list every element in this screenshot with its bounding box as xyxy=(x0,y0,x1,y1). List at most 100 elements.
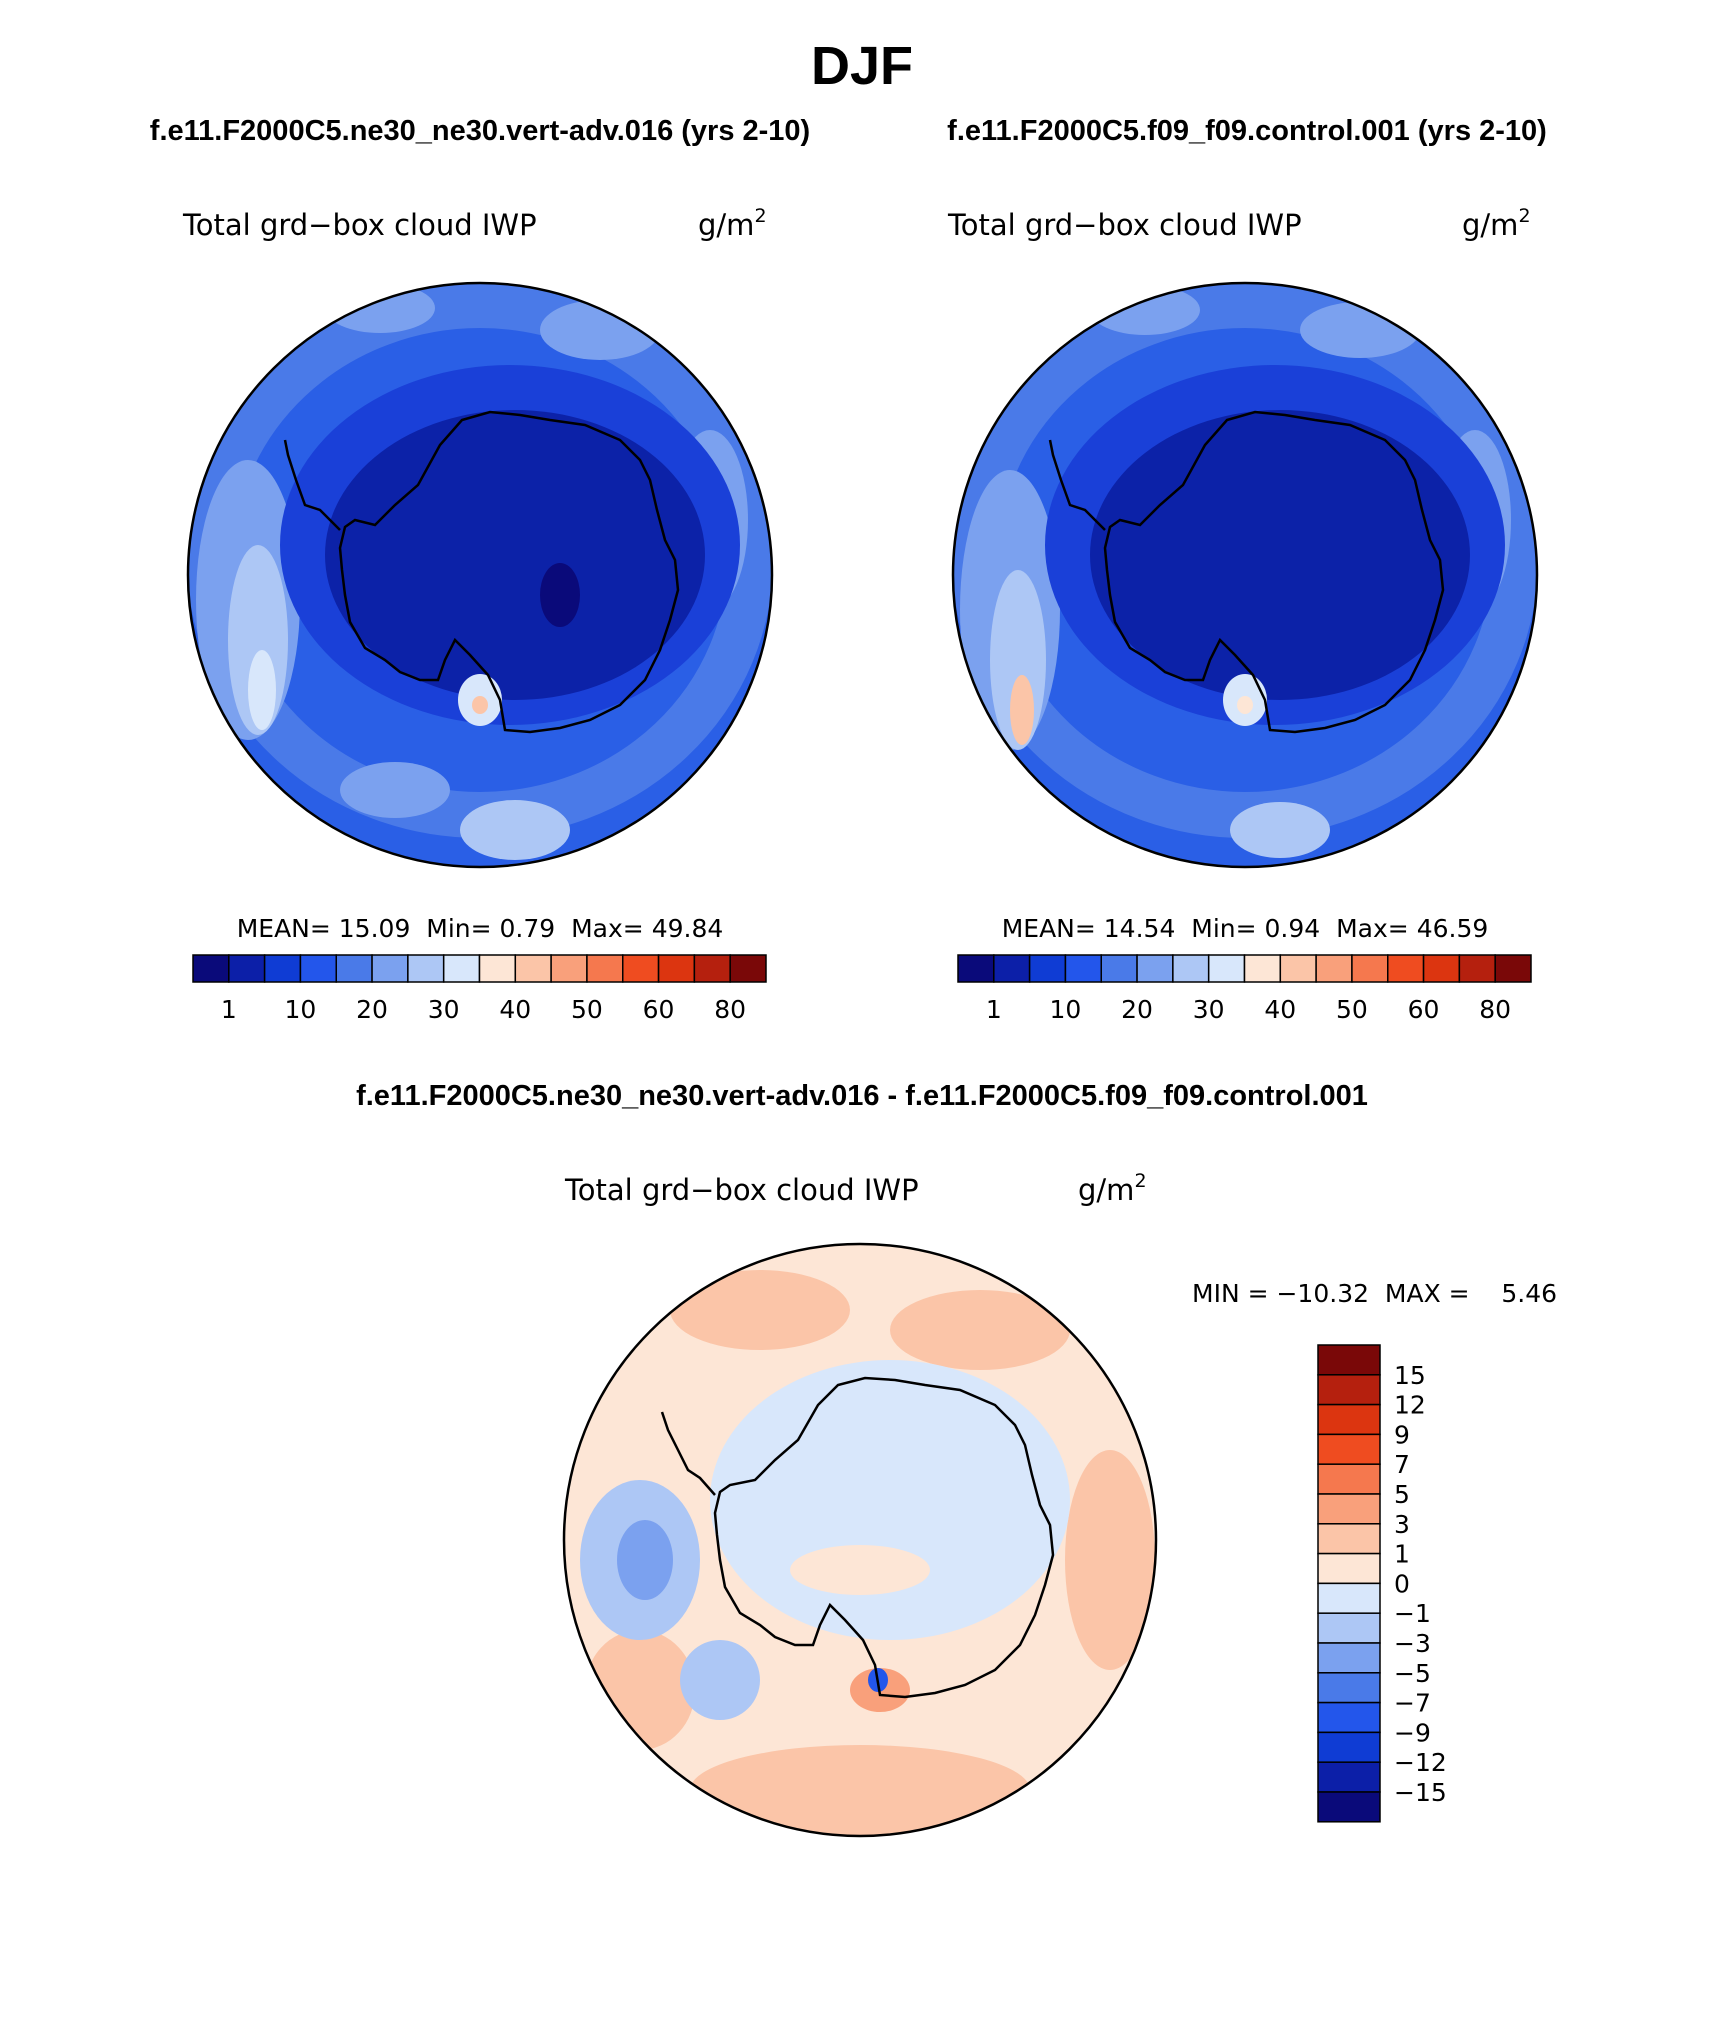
panel3-coastline xyxy=(713,1376,1055,1699)
colorbar-swatch xyxy=(1317,1523,1381,1555)
panel2-land-dark xyxy=(1090,410,1470,700)
colorbar-swatch xyxy=(228,954,266,983)
colorbar-swatch xyxy=(1028,954,1067,983)
panel1-border xyxy=(186,281,774,869)
panel1-map: Total grd−box cloud IWP g/m2 MEAN= 15.09… xyxy=(182,205,774,1024)
panel2-colorbar: 1 10 20 30 40 50 60 80 xyxy=(957,954,1532,1024)
panel2-variable: Total grd−box cloud IWP xyxy=(947,208,1302,242)
colorbar-tick-label: 50 xyxy=(571,995,603,1024)
panel1-land-core xyxy=(540,563,580,627)
colorbar-swatch xyxy=(1317,1731,1381,1763)
colorbar-tick-label: −7 xyxy=(1394,1689,1431,1718)
colorbar-swatch xyxy=(1315,954,1353,983)
colorbar-tick-label: 40 xyxy=(1264,995,1296,1024)
colorbar-swatch xyxy=(622,954,660,983)
colorbar-swatch xyxy=(1458,954,1496,983)
colorbar-tick-label: 20 xyxy=(356,995,388,1024)
panel1-case-title: f.e11.F2000C5.ne30_ne30.vert-adv.016 (yr… xyxy=(150,115,810,147)
colorbar-tick-label: 0 xyxy=(1394,1569,1410,1598)
colorbar-swatch xyxy=(1317,1582,1381,1614)
panel2-border xyxy=(951,281,1539,869)
panel3-case-title: f.e11.F2000C5.ne30_ne30.vert-adv.016 - f… xyxy=(356,1080,1368,1112)
panel1-variable: Total grd−box cloud IWP xyxy=(182,208,537,242)
panel2-case-title: f.e11.F2000C5.f09_f09.control.001 (yrs 2… xyxy=(947,115,1547,147)
panel3-patch xyxy=(690,1745,1030,1835)
figure-title: DJF xyxy=(811,36,913,96)
colorbar-swatch xyxy=(1317,1344,1381,1376)
colorbar-swatch xyxy=(586,954,624,983)
colorbar-tick-label: −5 xyxy=(1394,1659,1431,1688)
colorbar-tick-label: 1 xyxy=(221,995,237,1024)
colorbar-tick-label: 50 xyxy=(1336,995,1368,1024)
panel1-patch xyxy=(248,650,276,730)
panel2-patch xyxy=(1010,675,1034,745)
panel1-land-dark xyxy=(325,410,705,700)
colorbar-swatch xyxy=(1317,1672,1381,1704)
panel2-map: Total grd−box cloud IWP g/m2 MEAN= 14.54… xyxy=(947,205,1539,1024)
colorbar-swatch xyxy=(263,954,302,983)
panel2-stats: MEAN= 14.54 Min= 0.94 Max= 46.59 xyxy=(1002,914,1489,943)
colorbar-swatch xyxy=(1317,1493,1381,1525)
panel3-patch xyxy=(617,1520,673,1600)
panel3-patch xyxy=(585,1630,695,1750)
colorbar-swatch xyxy=(657,954,696,983)
colorbar-swatch xyxy=(550,954,588,983)
colorbar-swatch xyxy=(1317,1374,1381,1406)
colorbar-swatch xyxy=(1317,1791,1381,1823)
colorbar-swatch xyxy=(1387,954,1425,983)
colorbar-swatch xyxy=(514,954,552,983)
colorbar-tick-label: 1 xyxy=(986,995,1002,1024)
panel2-peninsula xyxy=(1048,439,1106,531)
colorbar-swatch xyxy=(1317,1612,1381,1644)
colorbar-swatch xyxy=(442,954,481,983)
colorbar-swatch xyxy=(1136,954,1174,983)
panel3-patch xyxy=(1065,1450,1155,1670)
colorbar-swatch xyxy=(371,954,409,983)
colorbar-tick-label: 30 xyxy=(1193,995,1225,1024)
colorbar-swatch xyxy=(478,954,517,983)
colorbar-swatch xyxy=(1207,954,1246,983)
colorbar-tick-label: −9 xyxy=(1394,1718,1431,1747)
panel3-peninsula xyxy=(660,1411,716,1496)
colorbar-tick-label: 30 xyxy=(428,995,460,1024)
colorbar-swatch xyxy=(335,954,373,983)
colorbar-swatch xyxy=(1422,954,1461,983)
panel3-map: Total grd−box cloud IWP g/m2 MIN = −10.3… xyxy=(562,1170,1557,1838)
colorbar-tick-label: 5 xyxy=(1394,1480,1410,1509)
colorbar-tick-label: −3 xyxy=(1394,1629,1431,1658)
colorbar-swatch xyxy=(1317,1761,1381,1793)
colorbar-tick-label: 3 xyxy=(1394,1510,1410,1539)
panel1-units: g/m2 xyxy=(698,205,767,242)
panel1-coastline xyxy=(338,410,680,734)
colorbar-tick-label: 60 xyxy=(1408,995,1440,1024)
colorbar-tick-label: 7 xyxy=(1394,1450,1410,1479)
panel2-coastline xyxy=(1103,410,1445,734)
panel2-hotspot-center xyxy=(1237,696,1253,714)
colorbar-swatch xyxy=(1317,1433,1381,1465)
panel3-patch xyxy=(790,1545,930,1595)
colorbar-swatch xyxy=(1279,954,1317,983)
panel1-stats: MEAN= 15.09 Min= 0.79 Max= 49.84 xyxy=(237,914,724,943)
colorbar-swatch xyxy=(729,954,767,983)
colorbar-swatch xyxy=(1351,954,1389,983)
panel3-patch xyxy=(890,1290,1070,1370)
colorbar-tick-label: 12 xyxy=(1394,1391,1426,1420)
colorbar-swatch xyxy=(299,954,337,983)
panel3-patch xyxy=(680,1640,760,1720)
colorbar-swatch xyxy=(1317,1642,1381,1674)
colorbar-swatch xyxy=(1317,1552,1381,1585)
panel3-border xyxy=(562,1242,1158,1838)
panel1-peninsula xyxy=(283,439,341,531)
colorbar-swatch xyxy=(993,954,1031,983)
panel2-patch xyxy=(1230,802,1330,858)
colorbar-swatch xyxy=(1064,954,1102,983)
colorbar-tick-label: 40 xyxy=(499,995,531,1024)
colorbar-swatch xyxy=(1317,1701,1381,1734)
panel2-units: g/m2 xyxy=(1462,205,1531,242)
panel1-hotspot-center xyxy=(472,696,488,714)
colorbar-tick-label: 1 xyxy=(1394,1540,1410,1569)
panel3-patch xyxy=(670,1270,850,1350)
colorbar-tick-label: 20 xyxy=(1121,995,1153,1024)
